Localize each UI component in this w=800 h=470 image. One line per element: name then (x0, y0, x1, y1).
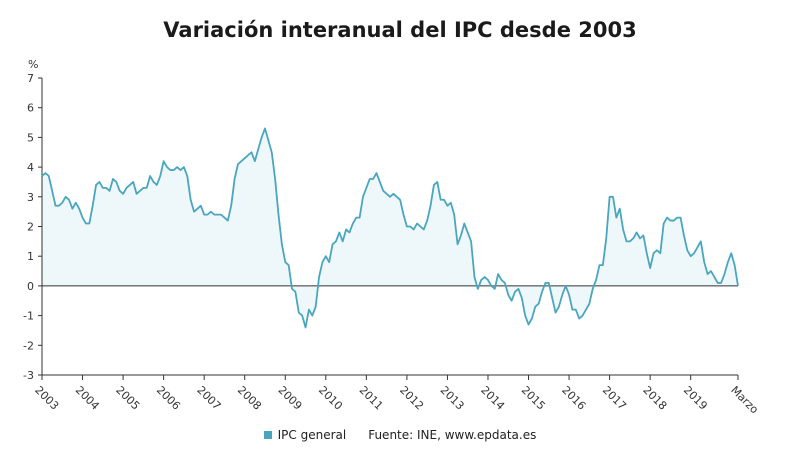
x-tick-label: 2016 (559, 384, 588, 413)
source-text: Fuente: INE, www.epdata.es (368, 428, 537, 442)
y-axis-unit-label: % (28, 58, 38, 71)
series-area (42, 128, 738, 328)
series-line-ipc-general (41, 127, 739, 329)
y-tick-label: 1 (27, 250, 34, 263)
x-tick-label: 2004 (73, 384, 102, 413)
y-tick-label: -2 (23, 339, 34, 352)
y-tick-label: -3 (23, 369, 34, 382)
y-tick-label: 6 (27, 102, 34, 115)
x-tick-label: 2015 (519, 384, 548, 413)
x-tick-label: 2010 (316, 384, 345, 413)
x-tick-label: 2003 (32, 384, 61, 413)
y-tick-label: 4 (27, 161, 34, 174)
x-axis: 2003 2004 2005 2006 2007 2008 2009 2010 2011 2012… (32, 374, 761, 417)
y-tick-label: -1 (23, 310, 34, 323)
chart-title: Variación interanual del IPC desde 2003 (163, 18, 637, 42)
x-tick-label: 2005 (113, 384, 142, 413)
legend-swatch (263, 431, 272, 439)
y-tick-label: 0 (27, 280, 34, 293)
x-tick-label: 2019 (681, 384, 710, 413)
x-tick-label: 2014 (478, 384, 507, 413)
y-tick-label: 2 (27, 221, 34, 234)
x-tick-label: Marzo (728, 384, 761, 417)
x-tick-label: 2011 (357, 384, 386, 413)
source-note: Fuente: INE, www.epdata.es (368, 428, 536, 442)
x-tick-label: 2018 (640, 384, 669, 413)
y-axis: -3 -2 -1 0 1 2 3 4 5 6 7 (23, 72, 738, 382)
x-tick-label: 2006 (154, 384, 183, 413)
legend: IPC general Fuente: INE, www.epdata.es (0, 428, 800, 442)
legend-series-label: IPC general (277, 428, 347, 442)
y-tick-label: 5 (27, 131, 34, 144)
y-tick-label: 3 (27, 191, 34, 204)
legend-item-ipc[interactable]: IPC general (263, 428, 347, 442)
x-tick-label: 2008 (235, 384, 264, 413)
x-tick-label: 2007 (194, 384, 223, 413)
x-tick-label: 2017 (600, 384, 629, 413)
x-tick-label: 2009 (275, 384, 304, 413)
x-tick-label: 2012 (397, 384, 426, 413)
line-layer (41, 127, 739, 329)
x-tick-label: 2013 (438, 384, 467, 413)
y-tick-label: 7 (27, 72, 34, 85)
area-layer (42, 128, 738, 328)
